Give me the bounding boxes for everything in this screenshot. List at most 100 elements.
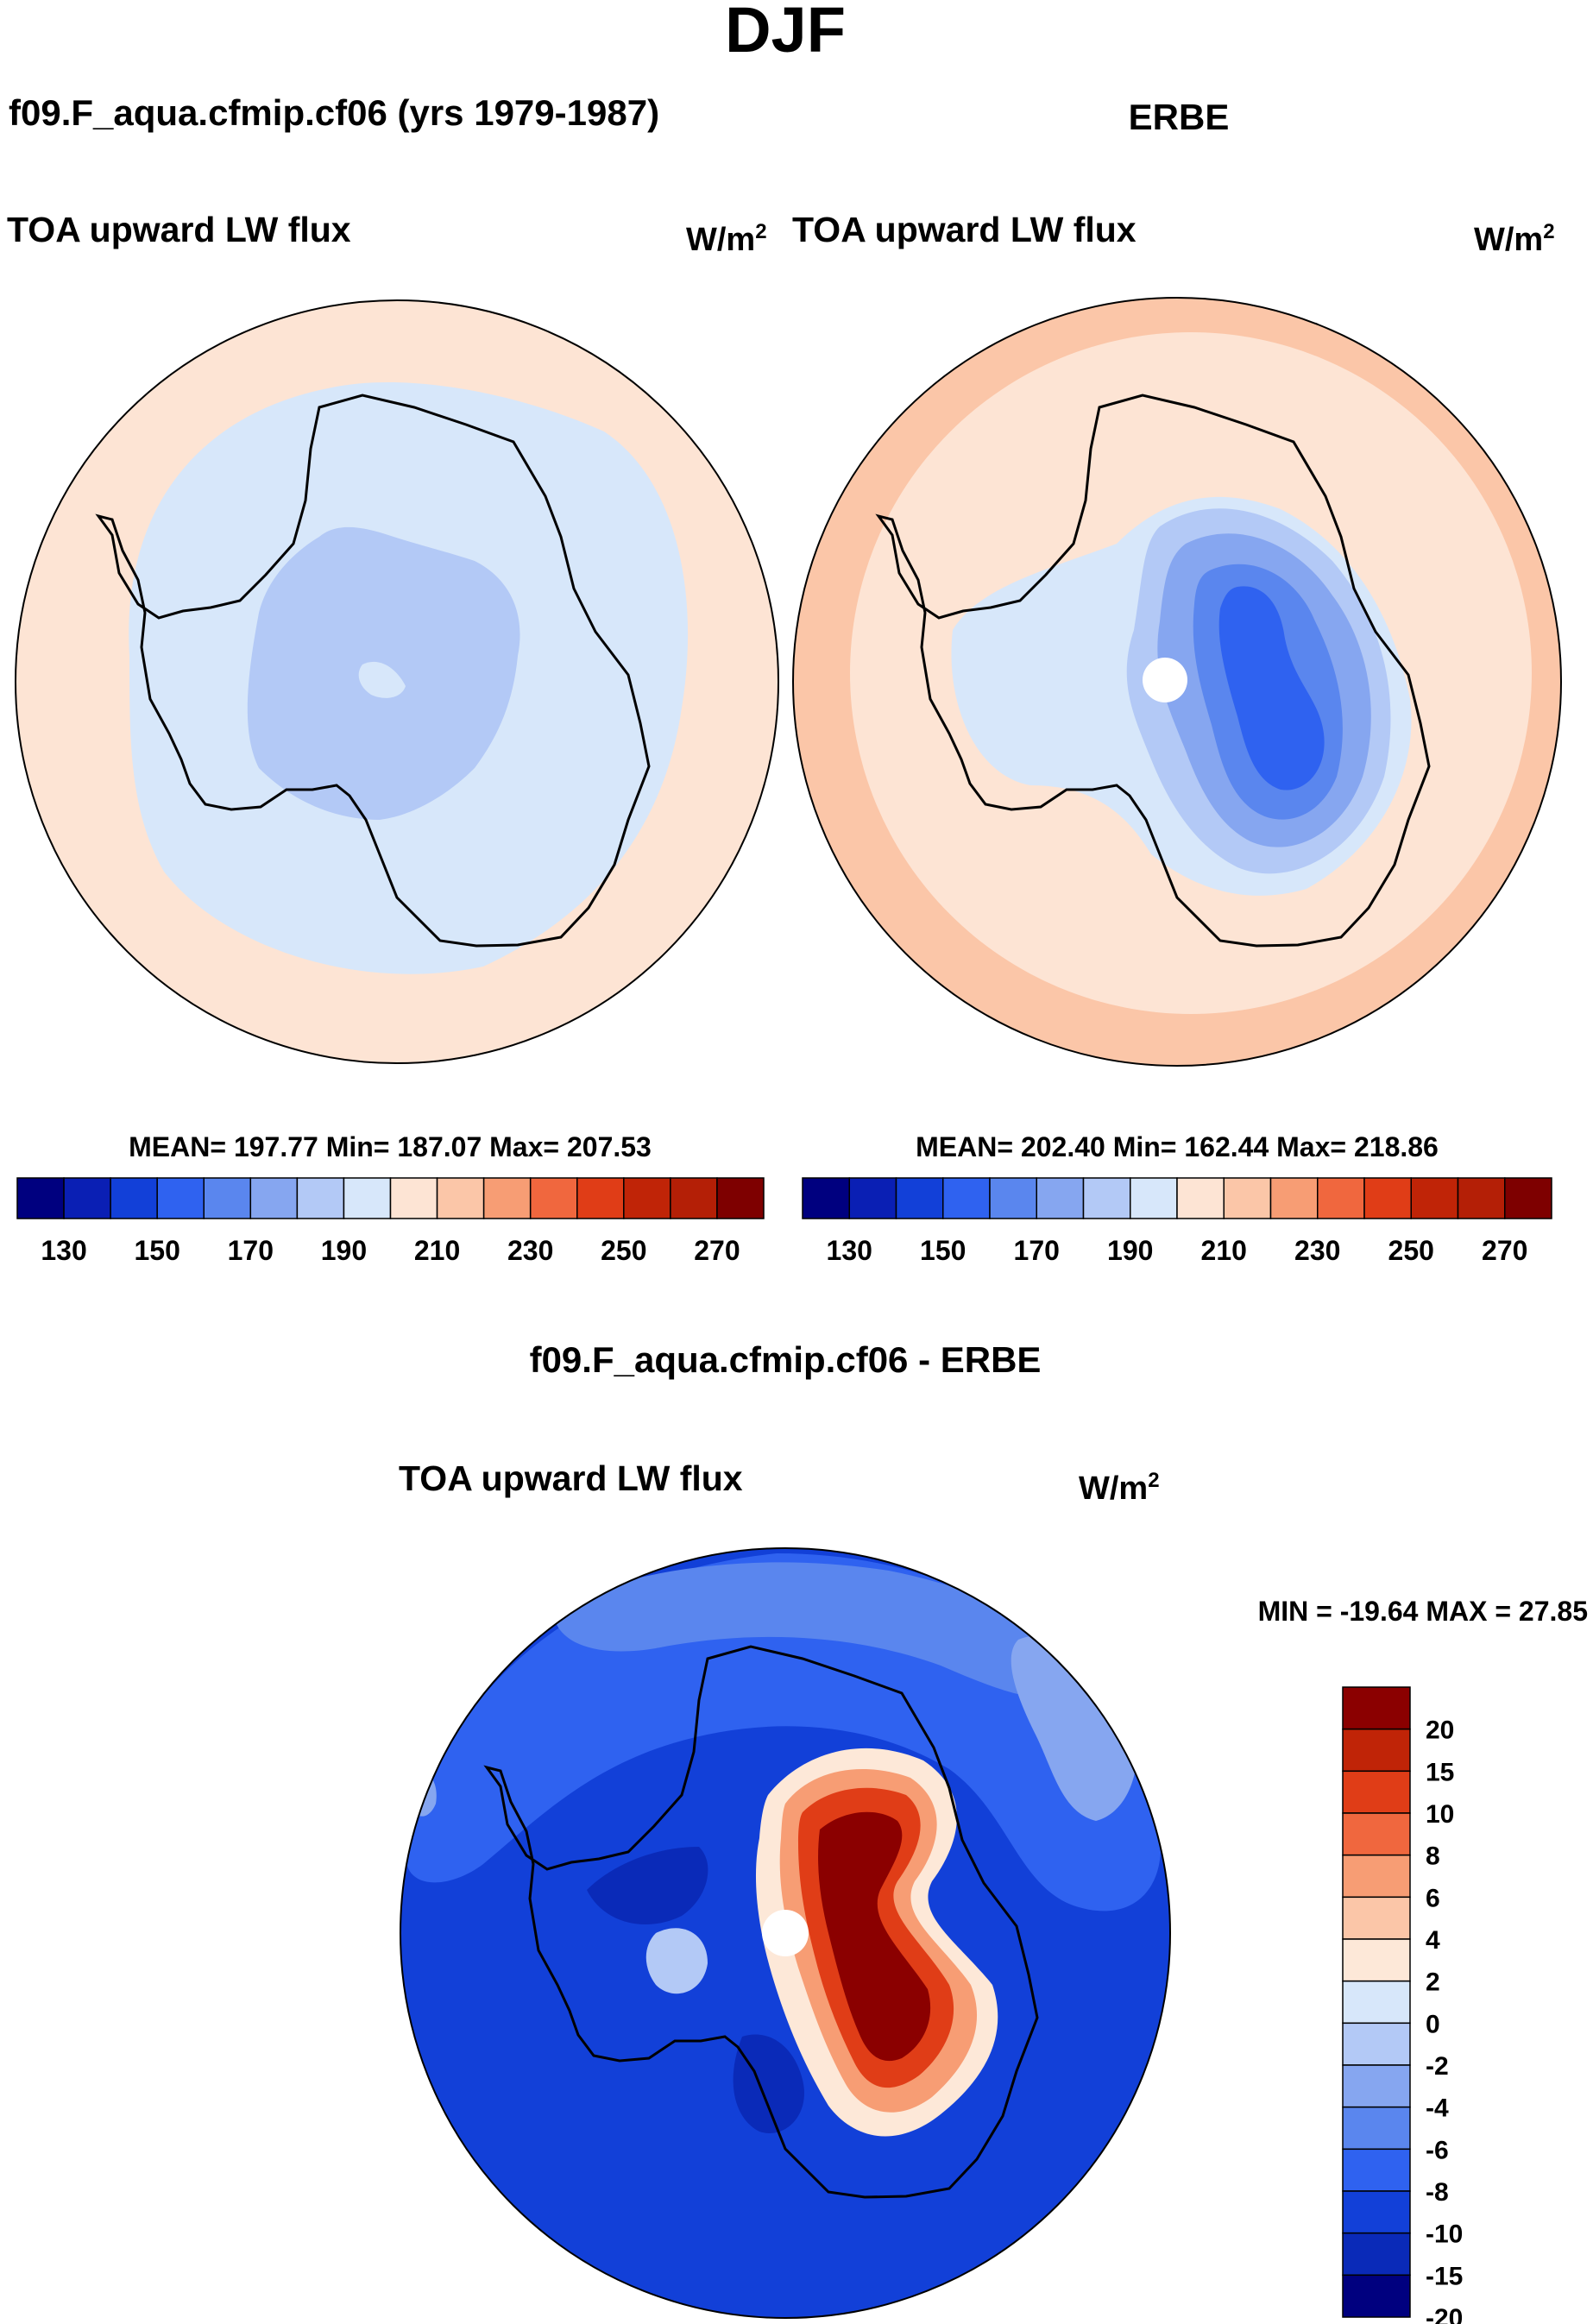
- colorbar-swatch: [1342, 2106, 1411, 2151]
- colorbar-tick-label: 150: [920, 1235, 966, 1266]
- colorbar-swatch: [1176, 1177, 1225, 1219]
- colorbar-swatch: [1342, 2190, 1411, 2234]
- colorbar-swatch: [1342, 2232, 1411, 2277]
- panel-model-units: W/m2: [686, 220, 767, 258]
- colorbar-swatch: [1410, 1177, 1459, 1219]
- colorbar-swatch: [802, 1177, 850, 1219]
- colorbar-tick-label: 190: [321, 1235, 367, 1266]
- field-lower-patch: [733, 2034, 804, 2133]
- colorbar-swatch: [156, 1177, 205, 1219]
- colorbar-swatch: [482, 1177, 532, 1219]
- colorbar-swatch: [1342, 1686, 1411, 1730]
- colorbar-swatch: [296, 1177, 345, 1219]
- colorbar-tick-label: -2: [1426, 2052, 1449, 2081]
- colorbar-tick-label: 250: [1388, 1235, 1434, 1266]
- colorbar-swatch: [942, 1177, 991, 1219]
- colorbar-swatch: [1504, 1177, 1552, 1219]
- panel-model-colorbar: 130 150 170 190 210 230 250 270: [16, 1177, 765, 1266]
- colorbar-swatch: [848, 1177, 897, 1219]
- colorbar-tick-label: 10: [1426, 1800, 1454, 1829]
- colorbar-swatch: [389, 1177, 438, 1219]
- colorbar-swatch: [1342, 1938, 1411, 1982]
- colorbar-tick-label: -20: [1426, 2304, 1463, 2324]
- panel-model-map: [15, 299, 779, 1064]
- colorbar-swatch: [529, 1177, 578, 1219]
- colorbar-tick-label: 210: [1201, 1235, 1247, 1266]
- colorbar-swatch: [989, 1177, 1037, 1219]
- colorbar-swatch: [1317, 1177, 1365, 1219]
- colorbar-tick-label: 170: [228, 1235, 274, 1266]
- colorbar-tick-label: -10: [1426, 2220, 1463, 2249]
- panel-model-variable: TOA upward LW flux: [7, 210, 351, 249]
- colorbar-swatch: [1082, 1177, 1131, 1219]
- colorbar-swatch: [670, 1177, 718, 1219]
- panel-model-stats: MEAN= 197.77 Min= 187.07 Max= 207.53: [129, 1131, 652, 1162]
- unit-exponent: 2: [1543, 220, 1554, 243]
- colorbar-swatch: [1223, 1177, 1272, 1219]
- field-plateau-core: [1218, 586, 1325, 790]
- colorbar-swatch: [110, 1177, 158, 1219]
- unit-exponent: 2: [755, 220, 766, 243]
- field-west-patch: [645, 1928, 708, 1994]
- panel-diff-units: W/m2: [1079, 1469, 1160, 1507]
- colorbar-tick-label: 15: [1426, 1758, 1454, 1786]
- colorbar-tick-label: -8: [1426, 2178, 1449, 2207]
- colorbar-swatch: [203, 1177, 252, 1219]
- colorbar-swatch: [1342, 2064, 1411, 2108]
- colorbar-swatch: [1130, 1177, 1178, 1219]
- colorbar-tick-label: 170: [1014, 1235, 1060, 1266]
- colorbar-swatch: [1342, 2022, 1411, 2066]
- colorbar-swatch: [1342, 1812, 1411, 1856]
- unit-base: W/m: [686, 222, 755, 258]
- season-title: DJF: [725, 0, 846, 66]
- missing-data-pole: [1143, 658, 1187, 702]
- colorbar-tick-label: 210: [414, 1235, 460, 1266]
- panel-diff-map: [400, 1547, 1171, 2319]
- colorbar-swatch: [1342, 1896, 1411, 1940]
- colorbar-tick-label: 130: [41, 1235, 86, 1266]
- colorbar-tick-label: -4: [1426, 2094, 1449, 2123]
- colorbar-swatch: [895, 1177, 944, 1219]
- colorbar-tick-label: 230: [507, 1235, 553, 1266]
- colorbar-tick-label: 8: [1426, 1842, 1440, 1871]
- unit-base: W/m: [1079, 1471, 1148, 1507]
- missing-data-pole: [762, 1910, 809, 1956]
- colorbar-tick-label: 2: [1426, 1968, 1440, 1997]
- colorbar-tick-label: 4: [1426, 1926, 1440, 1955]
- panel-diff-stats: MIN = -19.64 MAX = 27.85: [1258, 1596, 1588, 1627]
- map-border: [400, 1547, 1171, 2319]
- colorbar-tick-label: 270: [694, 1235, 740, 1266]
- map-border: [15, 299, 779, 1064]
- panel-diff-variable: TOA upward LW flux: [399, 1458, 743, 1498]
- colorbar-swatch: [1363, 1177, 1412, 1219]
- colorbar-swatch: [1036, 1177, 1085, 1219]
- colorbar-swatch: [343, 1177, 392, 1219]
- colorbar-tick-label: 0: [1426, 2010, 1440, 2038]
- colorbar-swatch: [1342, 2148, 1411, 2192]
- colorbar-swatch: [1269, 1177, 1319, 1219]
- panel-diff-title: f09.F_aqua.cfmip.cf06 - ERBE: [530, 1339, 1042, 1380]
- colorbar-swatch: [436, 1177, 485, 1219]
- colorbar-swatch: [623, 1177, 671, 1219]
- panel-obs-map: [792, 297, 1562, 1067]
- unit-base: W/m: [1474, 222, 1543, 258]
- field-plateau-core: [818, 1811, 931, 2062]
- colorbar-tick-label: 270: [1482, 1235, 1527, 1266]
- panel-obs-units: W/m2: [1474, 220, 1555, 258]
- colorbar-swatch: [716, 1177, 765, 1219]
- panel-obs-colorbar: 130 150 170 190 210 230 250 270: [802, 1177, 1552, 1266]
- unit-exponent: 2: [1148, 1469, 1159, 1492]
- colorbar-swatch: [576, 1177, 625, 1219]
- field-interior-patch: [358, 661, 406, 698]
- colorbar-swatch: [16, 1177, 65, 1219]
- colorbar-tick-label: 230: [1294, 1235, 1340, 1266]
- colorbar-tick-label: -15: [1426, 2262, 1463, 2290]
- panel-obs-stats: MEAN= 202.40 Min= 162.44 Max= 218.86: [916, 1131, 1439, 1162]
- colorbar-swatch: [1342, 1770, 1411, 1814]
- colorbar-swatch: [1342, 2274, 1411, 2318]
- map-border: [792, 297, 1562, 1067]
- colorbar-swatch: [1342, 1728, 1411, 1773]
- field-west-antarctica: [587, 1847, 708, 1924]
